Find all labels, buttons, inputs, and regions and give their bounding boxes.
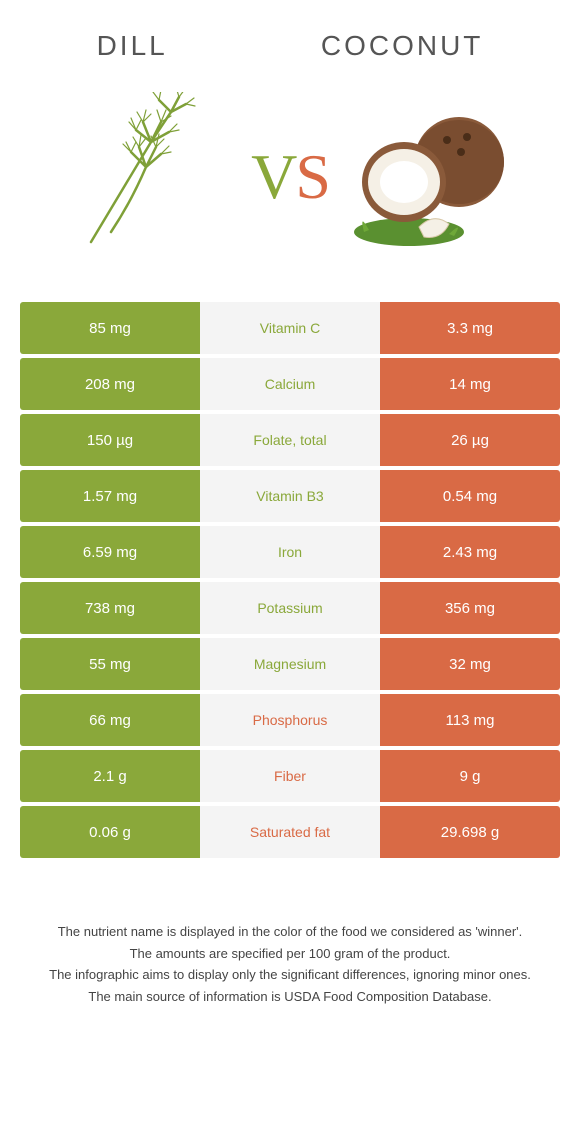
left-value-cell: 208 mg [20, 358, 200, 410]
left-value-cell: 0.06 g [20, 806, 200, 858]
left-value-cell: 66 mg [20, 694, 200, 746]
nutrient-name-cell: Iron [200, 526, 380, 578]
nutrient-row: 2.1 gFiber9 g [20, 750, 560, 802]
nutrient-row: 738 mgPotassium356 mg [20, 582, 560, 634]
footer-line-4: The main source of information is USDA F… [20, 987, 560, 1007]
nutrient-row: 1.57 mgVitamin B30.54 mg [20, 470, 560, 522]
dill-illustration [61, 92, 231, 262]
nutrient-row: 208 mgCalcium14 mg [20, 358, 560, 410]
nutrient-name-cell: Phosphorus [200, 694, 380, 746]
footer-line-2: The amounts are specified per 100 gram o… [20, 944, 560, 964]
nutrient-row: 150 µgFolate, total26 µg [20, 414, 560, 466]
right-value-cell: 113 mg [380, 694, 560, 746]
nutrient-row: 6.59 mgIron2.43 mg [20, 526, 560, 578]
nutrient-name-cell: Folate, total [200, 414, 380, 466]
right-value-cell: 0.54 mg [380, 470, 560, 522]
nutrient-row: 0.06 gSaturated fat29.698 g [20, 806, 560, 858]
left-food-title: Dill [97, 30, 168, 62]
right-value-cell: 14 mg [380, 358, 560, 410]
vs-label: VS [251, 140, 329, 214]
nutrient-name-cell: Potassium [200, 582, 380, 634]
right-value-cell: 9 g [380, 750, 560, 802]
right-value-cell: 32 mg [380, 638, 560, 690]
nutrient-name-cell: Fiber [200, 750, 380, 802]
right-food-title: Coconut [321, 30, 484, 62]
nutrient-row: 85 mgVitamin C3.3 mg [20, 302, 560, 354]
nutrient-name-cell: Vitamin C [200, 302, 380, 354]
footer-line-3: The infographic aims to display only the… [20, 965, 560, 985]
left-value-cell: 1.57 mg [20, 470, 200, 522]
left-value-cell: 55 mg [20, 638, 200, 690]
right-value-cell: 29.698 g [380, 806, 560, 858]
footer-line-1: The nutrient name is displayed in the co… [20, 922, 560, 942]
right-value-cell: 356 mg [380, 582, 560, 634]
infographic-container: Dill Coconut [0, 0, 580, 1028]
nutrient-name-cell: Calcium [200, 358, 380, 410]
footer-notes: The nutrient name is displayed in the co… [0, 862, 580, 1028]
header-row: Dill Coconut [0, 0, 580, 82]
vs-letter-s: S [295, 141, 329, 212]
nutrient-name-cell: Saturated fat [200, 806, 380, 858]
nutrient-name-cell: Magnesium [200, 638, 380, 690]
right-value-cell: 2.43 mg [380, 526, 560, 578]
left-value-cell: 150 µg [20, 414, 200, 466]
vs-letter-v: V [251, 141, 295, 212]
right-value-cell: 26 µg [380, 414, 560, 466]
right-value-cell: 3.3 mg [380, 302, 560, 354]
nutrient-row: 66 mgPhosphorus113 mg [20, 694, 560, 746]
left-value-cell: 85 mg [20, 302, 200, 354]
left-value-cell: 738 mg [20, 582, 200, 634]
nutrient-table: 85 mgVitamin C3.3 mg208 mgCalcium14 mg15… [20, 302, 560, 858]
left-value-cell: 2.1 g [20, 750, 200, 802]
images-row: VS [0, 82, 580, 302]
nutrient-row: 55 mgMagnesium32 mg [20, 638, 560, 690]
coconut-illustration [349, 92, 519, 262]
nutrient-name-cell: Vitamin B3 [200, 470, 380, 522]
left-value-cell: 6.59 mg [20, 526, 200, 578]
